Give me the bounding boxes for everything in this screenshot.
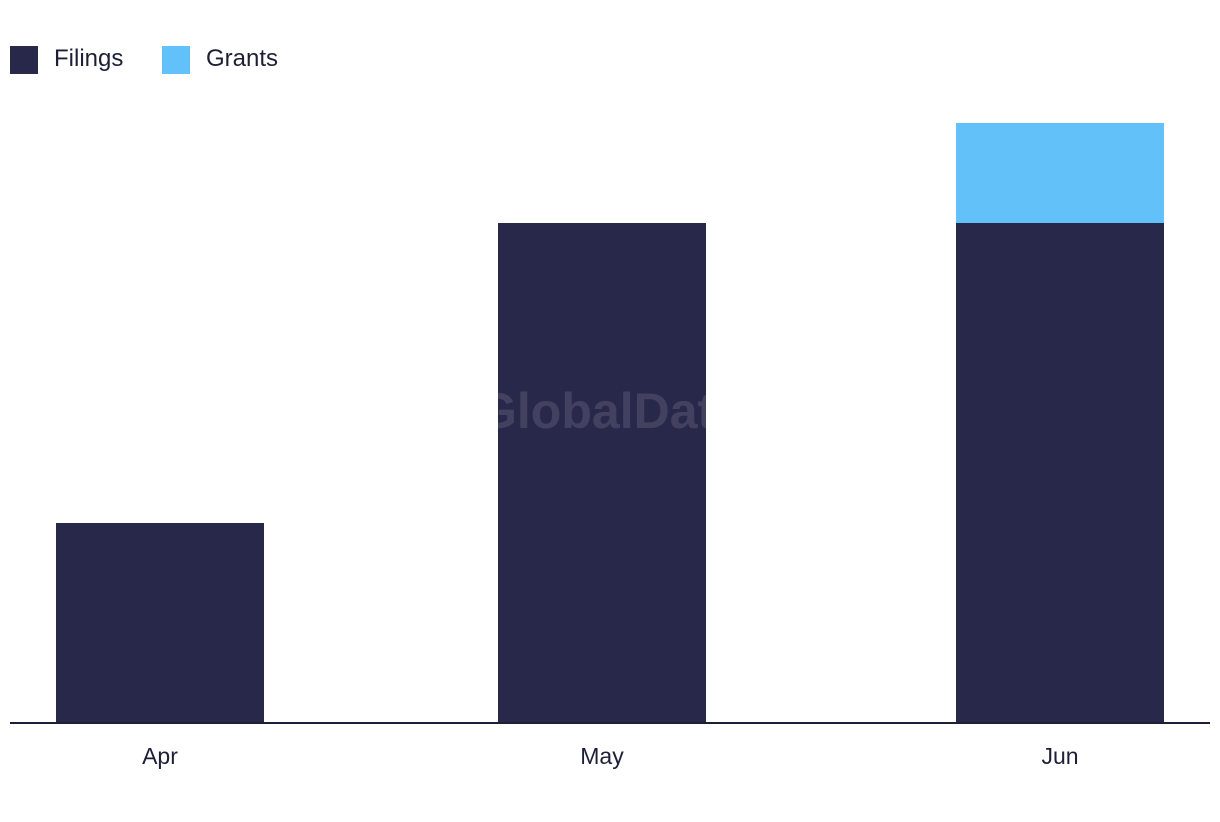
- x-axis-tick-labels: Apr May Jun: [142, 743, 1078, 769]
- x-tick-label-apr: Apr: [142, 743, 178, 769]
- chart-legend: Filings Grants: [10, 45, 278, 74]
- legend-label-filings: Filings: [54, 45, 123, 72]
- bar-filings-may: [498, 223, 706, 723]
- legend-label-grants: Grants: [206, 45, 278, 72]
- bar-filings-apr: [56, 523, 264, 723]
- x-tick-label-jun: Jun: [1041, 743, 1078, 769]
- watermark-text: GlobalData: [478, 383, 743, 439]
- legend-swatch-filings: [10, 46, 38, 74]
- bar-grants-jun: [956, 123, 1164, 223]
- bar-filings-jun: [956, 223, 1164, 723]
- x-tick-label-may: May: [580, 743, 624, 769]
- chart-bars: [56, 123, 1164, 723]
- legend-swatch-grants: [162, 46, 190, 74]
